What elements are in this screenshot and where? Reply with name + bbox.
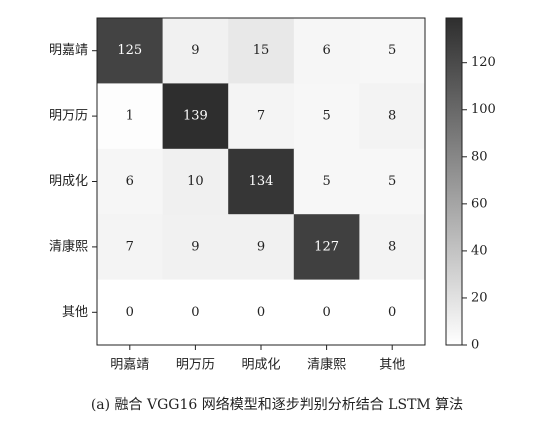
cell — [97, 148, 164, 215]
x-tick-label: 其他 — [379, 358, 405, 373]
colorbar-tick-label: 0 — [471, 338, 479, 353]
cell — [293, 18, 360, 84]
cell — [359, 148, 426, 215]
cell — [97, 83, 164, 150]
cell — [293, 279, 360, 346]
x-tick-label: 清康熙 — [307, 357, 346, 373]
cell-label: 6 — [322, 43, 330, 58]
colorbar-tick-label: 120 — [471, 55, 496, 70]
cell — [162, 83, 229, 150]
cell — [228, 148, 295, 215]
cell — [228, 214, 295, 281]
cell — [162, 148, 229, 215]
cell-label: 6 — [126, 174, 134, 189]
cell — [359, 83, 426, 150]
colorbar-tick-label: 60 — [471, 196, 488, 211]
colorbar-tick-label: 100 — [471, 102, 496, 117]
cell-label: 5 — [322, 174, 330, 189]
cell-label: 7 — [126, 239, 134, 254]
cell-label: 9 — [191, 239, 199, 254]
cell-label: 9 — [257, 239, 265, 254]
cell-label: 8 — [388, 109, 396, 124]
colorbar — [445, 17, 463, 346]
cell — [293, 83, 360, 150]
cell-label: 5 — [322, 109, 330, 124]
cell-label: 0 — [322, 305, 330, 320]
cell — [162, 18, 229, 84]
cell — [293, 148, 360, 215]
colorbar-tick-label: 20 — [471, 290, 488, 305]
cell — [359, 214, 426, 281]
y-tick-label: 明万历 — [49, 109, 88, 124]
cell-label: 127 — [314, 239, 339, 254]
colorbar-tick-label: 40 — [471, 243, 488, 258]
cell-label: 7 — [257, 109, 265, 124]
x-tick-label: 明万历 — [176, 358, 215, 373]
cell — [97, 214, 164, 281]
colorbar-tick-label: 80 — [471, 149, 488, 164]
cell-label: 125 — [117, 43, 142, 58]
cell-label: 15 — [253, 43, 270, 58]
y-tick-label: 明成化 — [49, 174, 88, 189]
cell-label: 134 — [249, 174, 274, 189]
cell — [359, 18, 426, 84]
y-tick-label: 其他 — [62, 305, 88, 320]
x-tick-label: 明嘉靖 — [110, 358, 149, 373]
cell — [162, 214, 229, 281]
cell — [228, 18, 295, 84]
cell-label: 8 — [388, 239, 396, 254]
cell-label: 139 — [183, 109, 208, 124]
x-tick-label: 明成化 — [241, 358, 280, 373]
cell-label: 0 — [388, 305, 396, 320]
cell — [162, 279, 229, 346]
cell-label: 0 — [257, 305, 265, 320]
cell — [97, 279, 164, 346]
cell — [228, 279, 295, 346]
y-tick-label: 明嘉靖 — [49, 43, 88, 58]
cell-label: 0 — [126, 305, 134, 320]
cell — [293, 214, 360, 281]
cell-label: 1 — [126, 109, 134, 124]
cell-label: 0 — [191, 305, 199, 320]
cell-label: 5 — [388, 43, 396, 58]
cell-label: 9 — [191, 43, 199, 58]
cell — [228, 83, 295, 150]
cell — [97, 18, 164, 84]
cell — [359, 279, 426, 346]
cell-label: 5 — [388, 174, 396, 189]
y-tick-label: 清康熙 — [49, 238, 88, 254]
cell-label: 10 — [187, 174, 204, 189]
caption: (a) 融合 VGG16 网络模型和逐步判别分析结合 LSTM 算法 — [91, 397, 463, 413]
